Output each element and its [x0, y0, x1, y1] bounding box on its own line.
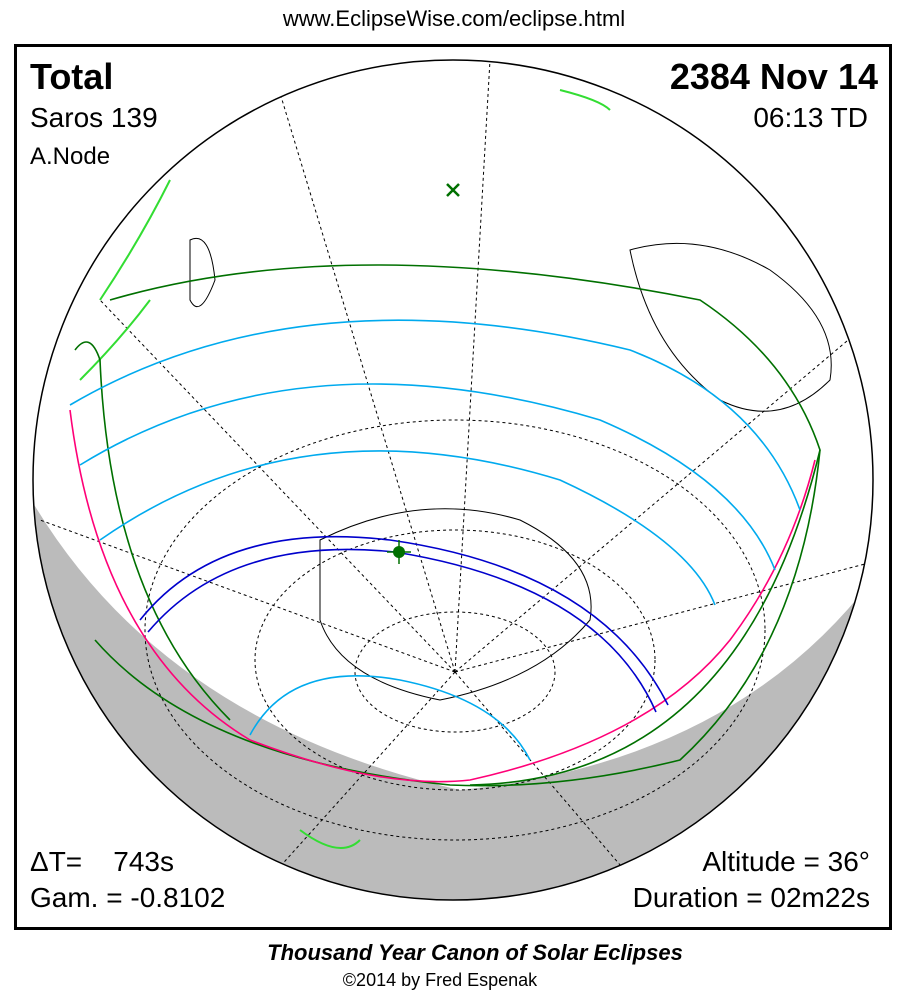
magnitude-line-2 [79, 383, 776, 571]
land-highlight [79, 89, 611, 849]
rise-set-limit-west [74, 341, 231, 721]
map-frame [14, 44, 892, 930]
altitude: Altitude = 36° [702, 846, 870, 877]
night-shading [33, 480, 873, 900]
eclipse-time: 06:13 TD [753, 102, 868, 133]
magnitude-line-3 [99, 450, 716, 606]
graticule [39, 60, 873, 900]
canon-title: Thousand Year Canon of Solar Eclipses [267, 940, 683, 965]
rise-set-limit-east [469, 449, 821, 786]
gamma: Gam. = -0.8102 [30, 882, 226, 913]
coastlines [189, 238, 832, 701]
rise-set-curve [69, 409, 816, 783]
magnitude-line-1 [69, 319, 801, 511]
duration: Duration = 02m22s [632, 882, 870, 913]
greatest-eclipse-marker [387, 540, 411, 564]
eclipse-type: Total [30, 56, 114, 97]
penumbral-limit-north [94, 264, 821, 787]
subsolar-point-marker [446, 183, 460, 197]
node: A.Node [30, 143, 111, 170]
copyright: ©2014 by Fred Espenak [342, 970, 538, 990]
eclipse-date: 2384 Nov 14 [669, 56, 878, 97]
saros-number: Saros 139 [30, 102, 158, 133]
source-url: www.EclipseWise.com/eclipse.html [282, 6, 626, 31]
delta-t: ΔT= 743s [30, 846, 174, 877]
central-path-north [139, 535, 669, 706]
magnitude-line-4 [249, 674, 531, 761]
globe [33, 60, 873, 900]
